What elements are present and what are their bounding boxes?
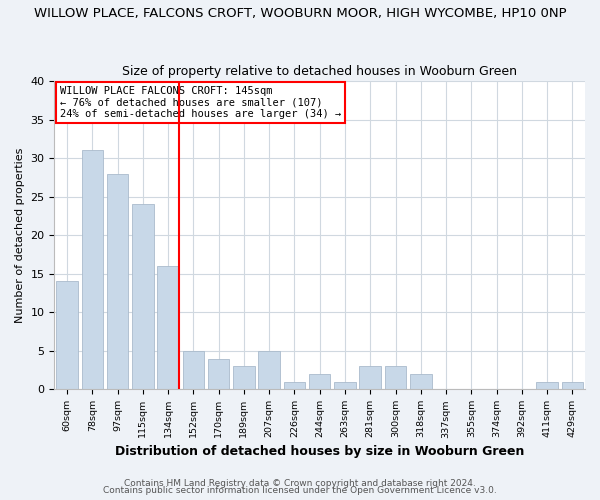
Y-axis label: Number of detached properties: Number of detached properties	[15, 148, 25, 323]
Text: Contains HM Land Registry data © Crown copyright and database right 2024.: Contains HM Land Registry data © Crown c…	[124, 478, 476, 488]
Bar	[309, 374, 331, 390]
Title: Size of property relative to detached houses in Wooburn Green: Size of property relative to detached ho…	[122, 66, 517, 78]
Bar	[82, 150, 103, 390]
Bar	[233, 366, 254, 390]
Bar	[208, 358, 229, 390]
X-axis label: Distribution of detached houses by size in Wooburn Green: Distribution of detached houses by size …	[115, 444, 524, 458]
Text: WILLOW PLACE, FALCONS CROFT, WOOBURN MOOR, HIGH WYCOMBE, HP10 0NP: WILLOW PLACE, FALCONS CROFT, WOOBURN MOO…	[34, 8, 566, 20]
Bar	[410, 374, 431, 390]
Bar	[359, 366, 381, 390]
Bar	[562, 382, 583, 390]
Text: WILLOW PLACE FALCONS CROFT: 145sqm
← 76% of detached houses are smaller (107)
24: WILLOW PLACE FALCONS CROFT: 145sqm ← 76%…	[60, 86, 341, 119]
Bar	[132, 204, 154, 390]
Bar	[284, 382, 305, 390]
Bar	[157, 266, 179, 390]
Text: Contains public sector information licensed under the Open Government Licence v3: Contains public sector information licen…	[103, 486, 497, 495]
Bar	[182, 351, 204, 390]
Bar	[385, 366, 406, 390]
Bar	[259, 351, 280, 390]
Bar	[107, 174, 128, 390]
Bar	[536, 382, 558, 390]
Bar	[56, 282, 78, 390]
Bar	[334, 382, 356, 390]
